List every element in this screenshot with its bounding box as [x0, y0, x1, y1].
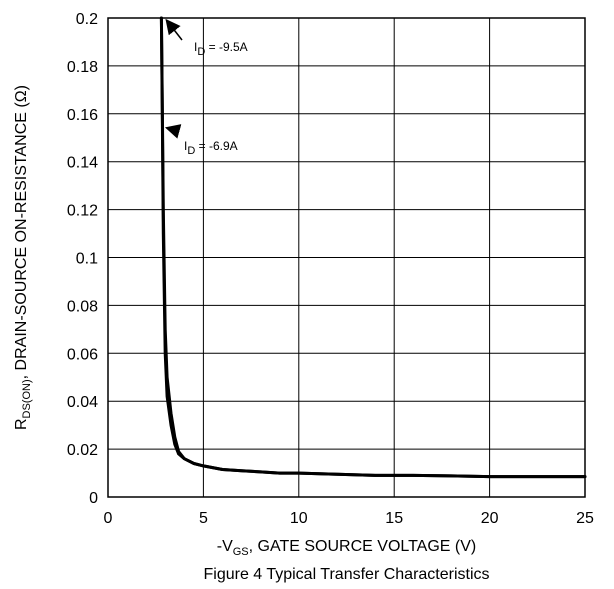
annotation-rest: = -9.5A [205, 40, 247, 54]
annotation-label: ID = -6.9A [184, 139, 238, 157]
plot-frame [107, 17, 586, 498]
y-axis-label-rest: , DRAIN-SOURCE ON-RESISTANCE (Ω) [13, 85, 30, 379]
y-tick-label: 0.08 [67, 298, 98, 315]
y-tick-label: 0.14 [67, 155, 98, 172]
y-tick-label: 0 [89, 490, 98, 507]
y-tick-label: 0.1 [76, 251, 98, 268]
y-tick-label: 0.2 [76, 11, 98, 28]
series-line-1 [159, 16, 587, 479]
annotation-rest: = -6.9A [195, 139, 237, 153]
x-tick-label: 25 [576, 510, 594, 527]
annotation-arrow [165, 18, 183, 41]
x-tick-labels: 0 5 10 15 20 25 [104, 510, 594, 527]
y-tick-label: 0.06 [67, 346, 98, 363]
y-axis-label: RDS(ON), DRAIN-SOURCE ON-RESISTANCE (Ω) [13, 85, 33, 430]
y-tick-label: 0.18 [67, 59, 98, 76]
y-axis-label-sub: DS(ON) [21, 379, 33, 418]
x-axis-label: -VGS, GATE SOURCE VOLTAGE (V) [217, 538, 477, 558]
series-layer [159, 16, 587, 479]
grid-lines [107, 17, 586, 498]
y-axis-label-prefix: R [13, 418, 30, 430]
annotation-sub: D [187, 145, 195, 157]
x-tick-label: 15 [385, 510, 403, 527]
annotation-arrow [164, 124, 182, 139]
x-axis-label-prefix: -V [217, 538, 233, 555]
annotation-prefix: I [194, 40, 197, 54]
annotation-sub: D [197, 46, 205, 58]
x-tick-label: 10 [290, 510, 308, 527]
y-tick-label: 0.04 [67, 394, 98, 411]
figure-caption: Figure 4 Typical Transfer Characteristic… [203, 566, 489, 583]
x-tick-label: 5 [199, 510, 208, 527]
annotation-prefix: I [184, 139, 187, 153]
x-tick-label: 20 [481, 510, 499, 527]
y-tick-label: 0.16 [67, 107, 98, 124]
annotation-label: ID = -9.5A [194, 40, 248, 58]
y-tick-label: 0.02 [67, 442, 98, 459]
x-axis-label-rest: , GATE SOURCE VOLTAGE (V) [249, 538, 477, 555]
y-tick-label: 0.12 [67, 203, 98, 220]
x-axis-label-sub: GS [233, 546, 249, 558]
series-line-2 [159, 16, 587, 479]
y-tick-labels: 0 0.02 0.04 0.06 0.08 0.1 0.12 0.14 0.16 0.18 0.2 [67, 11, 98, 507]
x-tick-label: 0 [104, 510, 113, 527]
